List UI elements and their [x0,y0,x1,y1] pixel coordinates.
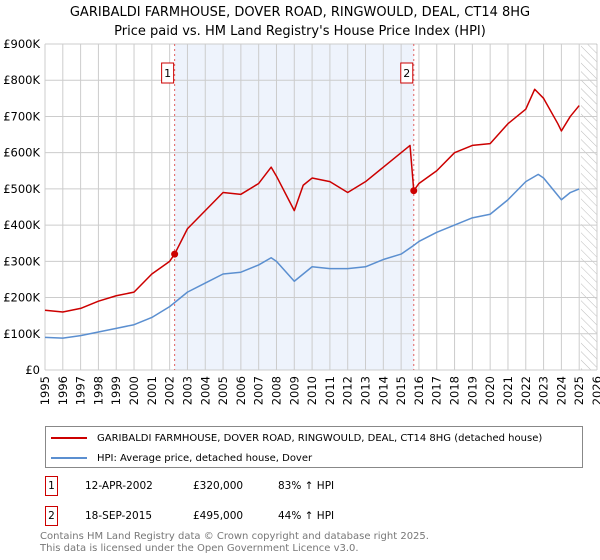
x-tick-label: 2007 [252,376,266,405]
y-tick-label: £500K [3,182,40,196]
x-tick-label: 2002 [163,376,177,405]
title-line: GARIBALDI FARMHOUSE, DOVER ROAD, RINGWOU… [69,5,531,20]
y-tick-label: £900K [3,37,40,51]
x-tick-label: 2009 [287,376,301,405]
price-chart: £0 £100K £200K £300K £400K £500K £600K £700K £80… [3,37,600,405]
y-tick-label: £100K [3,327,40,341]
x-tick-label: 2020 [483,376,497,405]
footer: Contains HM Land Registry data © Crown c… [40,531,429,555]
hpi-line [44,173,580,339]
legend-swatch-red [51,437,87,439]
x-tick-label: 2026 [590,376,600,405]
sale-label: 1 [164,67,171,80]
y-tick-label: £0 [25,363,40,377]
forecast-hatch [580,44,597,370]
sale-point [410,187,418,195]
sale-marker: 1 [45,476,58,496]
sale-price: £495,000 [193,510,244,522]
subtitle-line: Price paid vs. HM Land Registry's House … [114,24,486,39]
sale-hpi: 83% ↑ HPI [278,480,335,492]
sale-hpi: 44% ↑ HPI [278,510,335,522]
sale-marker: 2 [45,506,58,526]
legend: GARIBALDI FARMHOUSE, DOVER ROAD, RINGWOU… [45,426,583,468]
sale-date: 18-SEP-2015 [85,510,153,522]
y-tick-label: £600K [3,146,40,160]
sale-row-1: 1 12-APR-2002 £320,000 83% ↑ HPI [45,476,334,496]
x-tick-label: 2011 [323,376,337,405]
x-tick-label: 2016 [412,376,426,405]
x-tick-label: 1996 [56,376,70,405]
sale-price: £320,000 [193,480,244,492]
x-tick-label: 1998 [91,376,105,405]
footer-line: Contains HM Land Registry data © Crown c… [40,531,429,542]
chart-title: GARIBALDI FARMHOUSE, DOVER ROAD, RINGWOU… [0,3,600,41]
x-tick-label: 1997 [74,376,88,405]
x-tick-label: 2006 [234,376,248,405]
legend-label-property: GARIBALDI FARMHOUSE, DOVER ROAD, RINGWOU… [97,432,543,444]
sale-row-2: 2 18-SEP-2015 £495,000 44% ↑ HPI [45,506,334,526]
y-tick-label: £800K [3,73,40,87]
x-tick-label: 2005 [216,376,230,405]
footer-line: This data is licensed under the Open Gov… [40,543,359,554]
x-tick-label: 2024 [554,376,568,405]
y-tick-label: £400K [3,218,40,232]
x-tick-label: 2023 [537,376,551,405]
property-price-line [44,88,580,313]
x-tick-label: 2003 [180,376,194,405]
sale-label-box [161,62,175,84]
legend-swatch-blue [51,457,87,459]
x-tick-label: 2015 [394,376,408,405]
x-tick-label: 2008 [269,376,283,405]
y-tick-label: £700K [3,109,40,123]
x-tick-label: 2010 [305,376,319,405]
x-tick-label: 2013 [359,376,373,405]
sale-date: 12-APR-2002 [85,480,153,492]
x-tick-label: 2001 [145,376,159,405]
sale-label: 2 [403,67,410,80]
sale-label-box [400,62,414,84]
x-tick-label: 2021 [501,376,515,405]
y-tick-label: £300K [3,254,40,268]
x-tick-label: 2019 [465,376,479,405]
x-tick-label: 2022 [519,376,533,405]
x-tick-label: 2017 [430,376,444,405]
legend-label-hpi: HPI: Average price, detached house, Dove… [97,452,313,464]
x-tick-label: 2018 [448,376,462,405]
x-tick-label: 1995 [38,376,52,405]
sale-point [171,250,179,258]
x-tick-label: 2025 [572,376,586,405]
x-tick-label: 1999 [109,376,123,405]
x-tick-label: 2004 [198,376,212,405]
x-tick-label: 2014 [376,376,390,405]
y-tick-label: £200K [3,291,40,305]
x-tick-label: 2000 [127,376,141,405]
x-tick-label: 2012 [341,376,355,405]
